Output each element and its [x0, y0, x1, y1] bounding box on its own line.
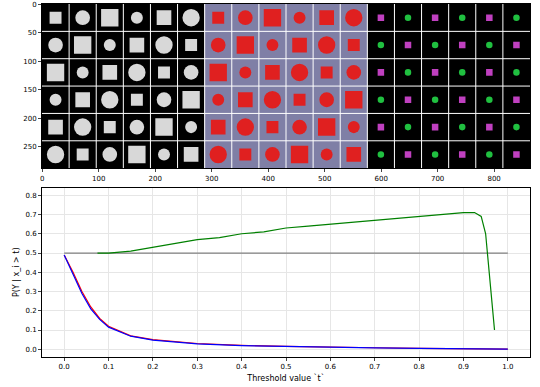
svg-text:0.5: 0.5: [25, 249, 36, 257]
svg-text:0.8: 0.8: [25, 192, 36, 200]
svg-text:0.9: 0.9: [458, 363, 469, 371]
svg-text:0.6: 0.6: [25, 230, 37, 238]
svg-text:0.3: 0.3: [192, 363, 203, 371]
svg-text:0.3: 0.3: [25, 288, 36, 296]
svg-text:1.0: 1.0: [502, 363, 513, 371]
svg-text:0.6: 0.6: [325, 363, 337, 371]
svg-text:800: 800: [487, 175, 500, 183]
svg-text:50: 50: [28, 29, 37, 37]
svg-text:0.7: 0.7: [369, 363, 380, 371]
svg-text:0.0: 0.0: [25, 346, 36, 354]
svg-text:0.1: 0.1: [25, 326, 36, 334]
svg-text:0.4: 0.4: [236, 363, 248, 371]
svg-text:0.4: 0.4: [25, 269, 37, 277]
svg-text:0.0: 0.0: [59, 363, 70, 371]
svg-text:100: 100: [23, 58, 36, 66]
svg-text:0.7: 0.7: [25, 211, 36, 219]
svg-text:400: 400: [262, 175, 275, 183]
svg-text:P(Y | x_i > t): P(Y | x_i > t): [12, 247, 21, 297]
svg-text:0: 0: [32, 1, 36, 9]
svg-text:Threshold value `t`: Threshold value `t`: [246, 373, 325, 383]
svg-text:300: 300: [205, 175, 218, 183]
svg-text:200: 200: [23, 115, 36, 123]
svg-text:0.1: 0.1: [103, 363, 114, 371]
svg-text:150: 150: [23, 86, 36, 94]
svg-text:0.5: 0.5: [280, 363, 291, 371]
svg-text:250: 250: [23, 143, 36, 151]
svg-text:0.2: 0.2: [25, 307, 36, 315]
svg-text:0.8: 0.8: [414, 363, 425, 371]
svg-text:0: 0: [40, 175, 44, 183]
svg-text:500: 500: [318, 175, 331, 183]
svg-text:200: 200: [149, 175, 162, 183]
svg-text:0.2: 0.2: [147, 363, 158, 371]
svg-text:600: 600: [374, 175, 387, 183]
svg-text:700: 700: [431, 175, 444, 183]
svg-text:100: 100: [92, 175, 105, 183]
